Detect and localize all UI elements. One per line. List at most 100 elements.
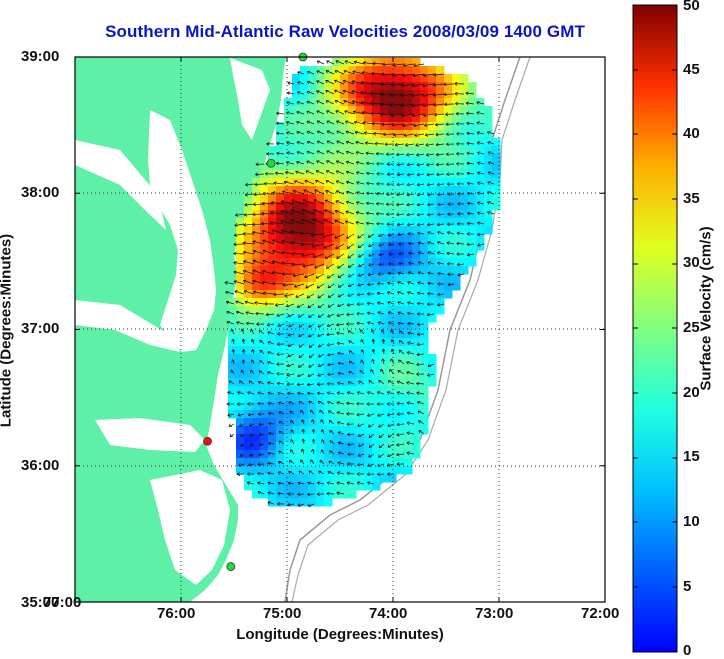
velocity-cell [268,410,277,419]
velocity-arrow [447,202,455,206]
velocity-cell [380,98,389,107]
velocity-cell [324,90,333,99]
velocity-arrow [427,241,435,245]
velocity-arrow [291,262,305,267]
velocity-arrow [240,369,245,375]
velocity-arrow [418,420,425,425]
velocity-cell [388,138,397,147]
velocity-cell [404,106,413,115]
velocity-cell [356,66,365,75]
velocity-arrow [267,371,275,375]
velocity-cell [404,210,413,219]
velocity-arrow [231,359,235,365]
velocity-cell [332,210,341,219]
velocity-arrow [258,442,265,447]
velocity-arrow [358,263,365,267]
velocity-arrow [306,150,315,155]
velocity-arrow [345,170,355,175]
velocity-arrow [326,323,335,327]
velocity-cell [308,178,317,187]
velocity-cell [292,322,301,331]
velocity-cell [292,450,301,459]
velocity-arrow [316,283,325,289]
velocity-arrow [286,141,295,145]
velocity-arrow [311,448,315,455]
velocity-cell [356,234,365,243]
velocity-arrow [397,232,405,237]
velocity-arrow [320,429,325,435]
velocity-cell [268,498,277,507]
velocity-cell [332,458,341,467]
velocity-cell [372,482,381,491]
velocity-arrow [266,142,275,146]
velocity-cell [412,138,421,147]
velocity-arrow [380,368,385,375]
velocity-arrow [406,192,415,197]
velocity-arrow [356,472,365,476]
velocity-arrow [416,381,425,386]
velocity-arrow [443,92,455,97]
velocity-cell [316,466,325,475]
velocity-cell [468,122,477,131]
velocity-cell [428,178,437,187]
velocity-cell [420,362,429,371]
velocity-arrow [445,162,455,167]
velocity-cell [252,290,261,299]
velocity-arrow [437,231,445,235]
velocity-cell [372,146,381,155]
velocity-arrow [397,369,405,375]
y-axis-label: Latitude (Degrees:Minutes) [0,233,15,428]
velocity-cell [380,226,389,235]
velocity-cell [356,338,365,347]
velocity-arrow [417,251,425,255]
velocity-arrow [416,152,425,157]
velocity-cell [300,482,309,491]
velocity-cell [324,106,333,115]
velocity-arrow [274,303,285,307]
velocity-arrow [368,443,375,448]
velocity-cell [308,410,317,419]
velocity-cell [380,106,389,115]
velocity-cell [436,194,445,203]
velocity-cell [412,402,421,411]
velocity-arrow [336,322,345,327]
velocity-cell [308,322,317,331]
velocity-arrow [298,343,305,348]
velocity-arrow [290,219,305,225]
velocity-arrow [387,301,395,305]
velocity-arrow [271,260,285,265]
velocity-cell [292,458,301,467]
velocity-arrow [454,91,465,96]
velocity-cell [460,178,469,187]
velocity-arrow [280,229,295,235]
velocity-cell [436,66,445,75]
velocity-arrow [435,142,445,147]
velocity-cell [388,418,397,427]
velocity-arrow [335,110,345,115]
velocity-arrow [296,303,305,308]
velocity-arrow [406,421,415,426]
velocity-arrow [276,313,285,317]
velocity-cell [292,434,301,443]
velocity-cell [244,386,253,395]
velocity-cell [340,146,349,155]
velocity-cell [404,138,413,147]
velocity-cell [404,146,413,155]
velocity-cell [228,394,237,403]
velocity-arrow [356,481,365,485]
velocity-arrow [398,261,405,266]
velocity-cell [300,410,309,419]
velocity-cell [404,114,413,123]
velocity-arrow [427,363,435,367]
velocity-arrow [457,212,465,216]
velocity-arrow [396,202,405,207]
velocity-arrow [456,141,465,146]
velocity-arrow [425,152,435,157]
velocity-cell [340,210,349,219]
velocity-cell [412,178,421,187]
velocity-arrow [387,433,395,438]
velocity-cell [244,394,253,403]
velocity-cell [380,322,389,331]
velocity-arrow [351,80,365,85]
velocity-cell [388,66,397,75]
